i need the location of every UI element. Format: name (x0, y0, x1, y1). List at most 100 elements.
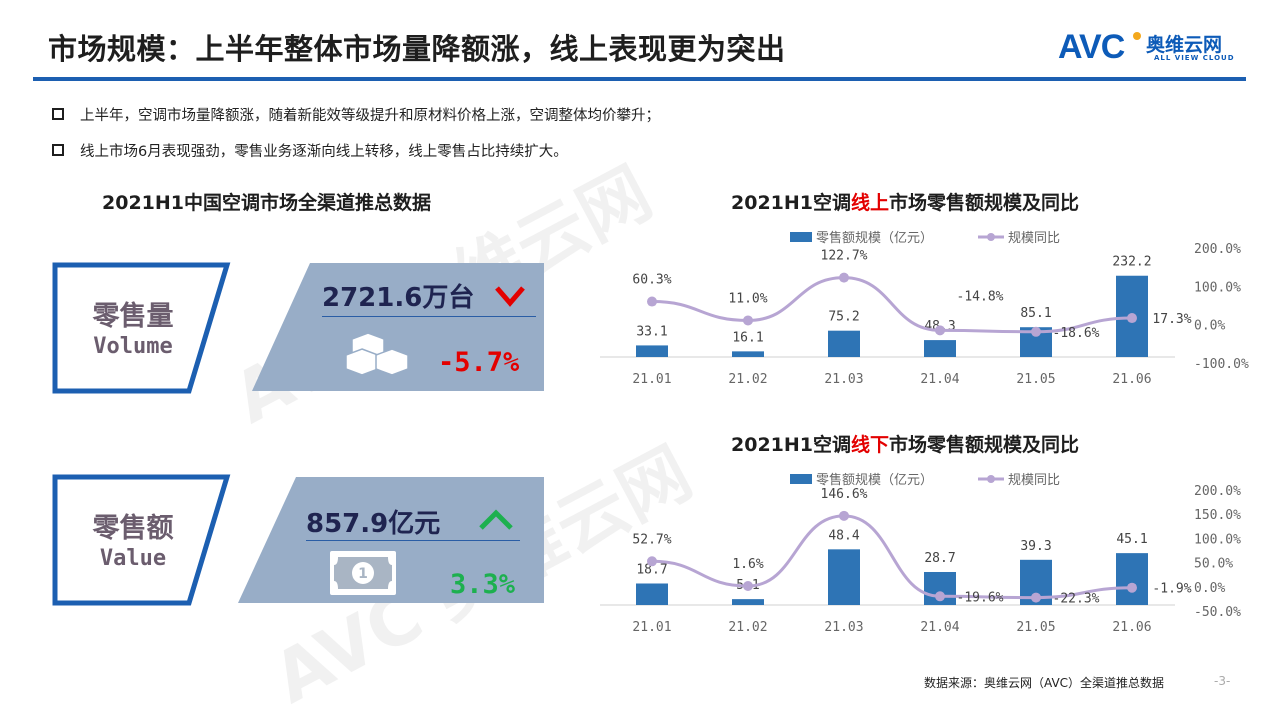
bullet-list: 上半年，空调市场量降额涨，随着新能效等级提升和原材料价格上涨，空调整体均价攀升；… (52, 96, 660, 168)
legend-line-label: 规模同比 (1008, 473, 1060, 488)
cubes-icon (346, 332, 409, 376)
legend-bar-swatch (790, 474, 812, 484)
logo-dot-icon (1133, 32, 1141, 40)
bar (732, 351, 764, 357)
bar-value-label: 28.7 (924, 551, 955, 566)
yoy-point (743, 581, 753, 592)
x-tick: 21.03 (824, 372, 863, 387)
x-tick: 21.04 (920, 620, 959, 635)
bar (924, 340, 956, 357)
yoy-point (935, 591, 945, 602)
bar-value-label: 18.7 (636, 562, 667, 577)
value-label-en: Value (99, 546, 167, 571)
yoy-point (743, 315, 753, 326)
bullet-item: 线上市场6月表现强劲，零售业务逐渐向线上转移，线上零售占比持续扩大。 (52, 132, 660, 168)
y2-tick: 150.0% (1194, 508, 1241, 523)
y2-tick: 100.0% (1194, 532, 1241, 547)
y2-tick: 200.0% (1194, 484, 1241, 499)
x-tick: 21.06 (1112, 372, 1151, 387)
yoy-label: 17.3% (1152, 312, 1191, 327)
yoy-point (647, 296, 657, 307)
bullet-text: 上半年，空调市场量降额涨，随着新能效等级提升和原材料价格上涨，空调整体均价攀升； (80, 107, 660, 124)
yoy-point (839, 272, 849, 283)
legend-line-swatch (987, 233, 995, 241)
x-tick: 21.04 (920, 372, 959, 387)
yoy-point (1127, 582, 1137, 593)
page-title: 市场规模：上半年整体市场量降额涨，线上表现更为突出 (48, 32, 786, 66)
legend-line-label: 规模同比 (1008, 231, 1060, 246)
yoy-label: 122.7% (821, 249, 868, 264)
parallelogram-frame (52, 262, 231, 394)
x-tick: 21.02 (728, 372, 767, 387)
online-chart-title: 2021H1空调线上市场零售额规模及同比 (731, 192, 1080, 214)
svg-text:1: 1 (358, 566, 368, 582)
value-value-card: 857.9亿元 1 3.3% (238, 477, 544, 603)
value-label-card: 零售额 Value (52, 474, 231, 606)
square-bullet-icon (52, 144, 64, 156)
bar (1116, 553, 1148, 605)
x-tick: 21.02 (728, 620, 767, 635)
y2-tick: 0.0% (1194, 581, 1225, 596)
yoy-label: -22.3% (1053, 592, 1100, 607)
yoy-line (651, 514, 1133, 600)
yoy-label: 11.0% (728, 291, 767, 306)
header-divider (33, 77, 1246, 81)
bar (636, 345, 668, 357)
yoy-label: -14.8% (957, 289, 1004, 304)
legend-bar-label: 零售额规模（亿元） (816, 472, 933, 488)
legend-line-swatch (987, 475, 995, 483)
y2-tick: 50.0% (1194, 557, 1233, 572)
volume-label-en: Volume (93, 334, 173, 359)
yoy-label: 146.6% (821, 487, 868, 502)
yoy-point (1031, 326, 1041, 337)
y2-tick: 200.0% (1194, 242, 1241, 257)
x-tick: 21.05 (1016, 620, 1055, 635)
yoy-point (1127, 313, 1137, 324)
value-label-cn: 零售额 (92, 513, 174, 544)
bar (828, 330, 860, 357)
avc-logo: AVC 奥维云网 ALL VIEW CLOUD (1058, 28, 1258, 68)
trend-up-icon (479, 509, 513, 530)
logo-en: ALL VIEW CLOUD (1154, 54, 1235, 62)
bar (636, 583, 668, 605)
bar-value-label: 16.1 (732, 330, 763, 345)
volume-label-card: 零售量 Volume (52, 262, 231, 394)
bar-value-label: 232.2 (1112, 255, 1151, 270)
banknote-icon: 1 (330, 551, 396, 595)
volume-value-card: 2721.6万台 -5.7% (252, 263, 544, 391)
yoy-label: -19.6% (957, 590, 1004, 605)
x-tick: 21.06 (1112, 620, 1151, 635)
yoy-label: 1.6% (732, 557, 763, 572)
y2-tick: 0.0% (1194, 319, 1225, 334)
x-tick: 21.05 (1016, 372, 1055, 387)
bar (732, 599, 764, 605)
y2-tick: 100.0% (1194, 280, 1241, 295)
yoy-point (839, 510, 849, 521)
yoy-point (1031, 592, 1041, 603)
parallelogram-frame (52, 474, 231, 606)
yoy-label: 52.7% (632, 532, 671, 547)
yoy-point (935, 325, 945, 336)
volume-label-cn: 零售量 (92, 301, 174, 332)
bar-value-label: 75.2 (828, 310, 859, 325)
legend-bar-swatch (790, 232, 812, 242)
offline-chart-title: 2021H1空调线下市场零售额规模及同比 (731, 434, 1080, 456)
data-source-note: 数据来源：奥维云网（AVC）全渠道推总数据 (924, 676, 1165, 690)
legend-bar-label: 零售额规模（亿元） (816, 230, 933, 246)
online-sales-chart: 零售额规模（亿元） 规模同比 200.0% 100.0% 0.0% -100.0% 33.1… (600, 230, 1249, 387)
yoy-point (647, 556, 657, 567)
value-value: 857.9亿元 (306, 509, 441, 539)
bar-value-label: 48.4 (828, 528, 859, 543)
volume-value: 2721.6万台 (322, 283, 475, 313)
logo-mark: AVC (1058, 28, 1125, 66)
square-bullet-icon (52, 108, 64, 120)
bar-value-label: 39.3 (1020, 539, 1051, 554)
left-panel-title: 2021H1中国空调市场全渠道推总数据 (102, 192, 432, 214)
offline-sales-chart: 零售额规模（亿元） 规模同比 200.0% 150.0% 100.0% 50.0% 0.0%… (600, 472, 1241, 635)
trend-down-icon (495, 286, 525, 307)
y2-tick: -50.0% (1194, 605, 1241, 620)
yoy-line (651, 276, 1133, 334)
volume-change: -5.7% (438, 347, 520, 378)
bar-value-label: 45.1 (1116, 532, 1147, 547)
bar (828, 549, 860, 605)
